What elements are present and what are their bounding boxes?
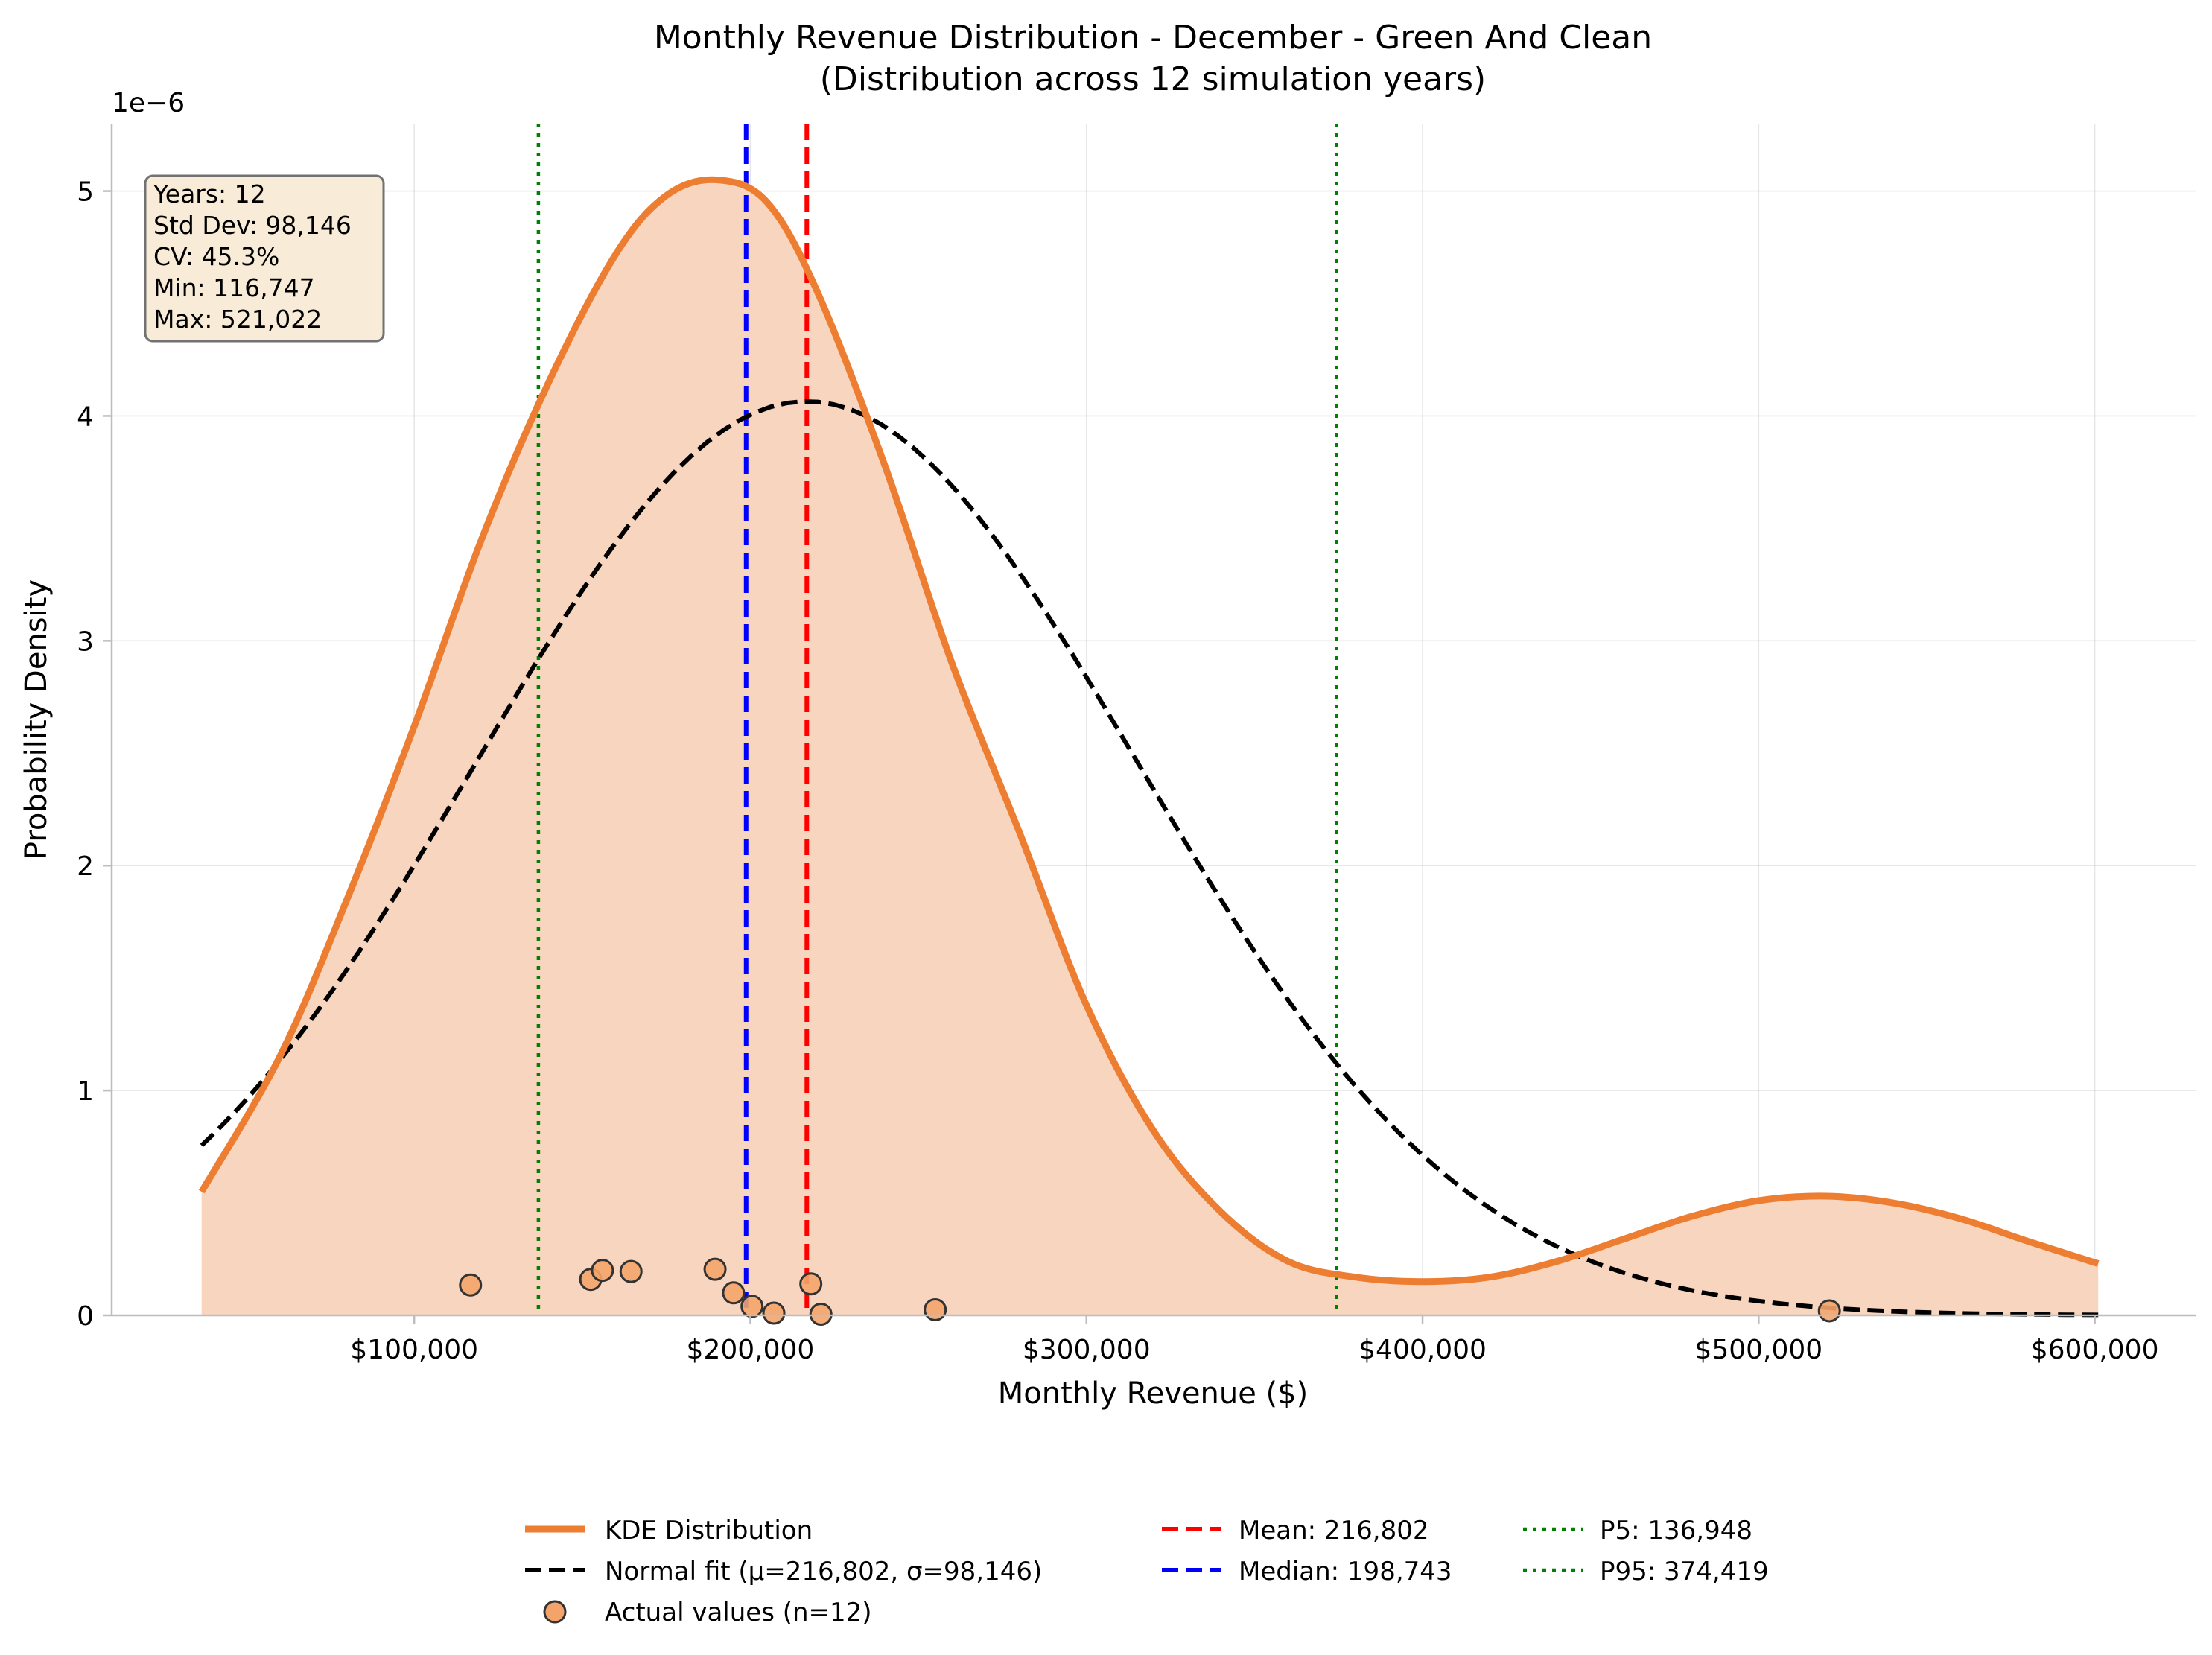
info-std-dev: Std Dev: 98,146 xyxy=(153,211,352,240)
info-years: Years: 12 xyxy=(153,180,266,209)
actual-value-point-5 xyxy=(722,1281,746,1305)
x-tick-label-2: $300,000 xyxy=(1023,1335,1151,1365)
y-scale-label: 1e−6 xyxy=(112,88,185,118)
x-ticks: $100,000 $200,000 $300,000 $400,000 $500,000… xyxy=(350,1315,2159,1365)
y-ticks: 0 1 2 3 4 5 xyxy=(77,177,112,1332)
actual-value-point-11 xyxy=(1817,1299,1841,1323)
actual-value-point-4 xyxy=(703,1257,727,1281)
y-tick-label-1: 1 xyxy=(77,1076,94,1107)
x-tick-label-0: $100,000 xyxy=(350,1335,478,1365)
legend-swatch-points xyxy=(543,1600,567,1624)
legend-p5: P5: 136,948 xyxy=(1600,1516,1752,1546)
x-tick-label-4: $500,000 xyxy=(1694,1335,1822,1365)
y-tick-label-0: 0 xyxy=(77,1301,94,1332)
kde-fill-area xyxy=(201,180,2099,1315)
actual-value-point-6 xyxy=(740,1295,764,1318)
legend-p95: P95: 374,419 xyxy=(1600,1557,1769,1586)
actual-value-point-7 xyxy=(762,1301,786,1325)
actual-value-point-9 xyxy=(809,1302,833,1326)
chart-subtitle: (Distribution across 12 simulation years… xyxy=(820,60,1486,98)
legend-actual-values: Actual values (n=12) xyxy=(605,1598,872,1627)
info-box: Years: 12 Std Dev: 98,146 CV: 45.3% Min:… xyxy=(144,174,385,343)
chart-title: Monthly Revenue Distribution - December … xyxy=(654,19,1652,57)
y-tick-label-3: 3 xyxy=(77,626,94,657)
info-min: Min: 116,747 xyxy=(153,273,315,302)
info-max: Max: 521,022 xyxy=(153,305,322,334)
x-tick-label-3: $400,000 xyxy=(1358,1335,1487,1365)
actual-value-point-8 xyxy=(799,1272,823,1296)
x-tick-label-1: $200,000 xyxy=(687,1335,815,1365)
legend: KDE Distribution Normal fit (μ=216,802, … xyxy=(525,1516,1769,1627)
actual-value-point-0 xyxy=(459,1273,483,1297)
legend-median: Median: 198,743 xyxy=(1239,1557,1452,1586)
actual-value-point-2 xyxy=(591,1259,614,1283)
plot-area xyxy=(198,124,2100,1326)
kde-curve xyxy=(198,176,2100,1286)
x-axis-label: Monthly Revenue ($) xyxy=(998,1376,1308,1411)
x-tick-label-5: $600,000 xyxy=(2031,1335,2159,1365)
y-axis-label: Probability Density xyxy=(19,579,54,860)
normal-fit-curve xyxy=(200,398,2099,1318)
legend-mean: Mean: 216,802 xyxy=(1239,1516,1429,1546)
info-cv: CV: 45.3% xyxy=(153,242,279,271)
y-tick-label-4: 4 xyxy=(77,401,94,432)
actual-value-point-10 xyxy=(924,1297,947,1321)
y-tick-label-2: 2 xyxy=(77,851,94,882)
legend-normal-fit: Normal fit (μ=216,802, σ=98,146) xyxy=(605,1557,1042,1586)
actual-value-point-3 xyxy=(619,1259,643,1283)
legend-kde: KDE Distribution xyxy=(605,1516,813,1546)
y-tick-label-5: 5 xyxy=(77,177,94,208)
